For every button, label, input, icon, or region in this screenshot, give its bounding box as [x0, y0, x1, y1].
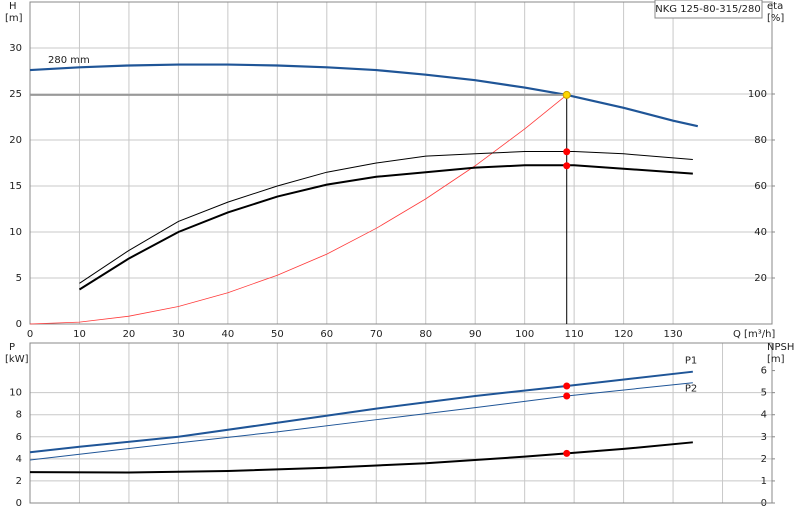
- curve: [79, 151, 693, 284]
- y2-tick-label: 80: [754, 135, 767, 146]
- y2-axis-unit: [m]: [767, 354, 785, 365]
- y-tick-label: 2: [16, 476, 22, 487]
- y-tick-label: 30: [9, 43, 22, 54]
- title-box: [654, 0, 763, 19]
- x-axis-label: Q [m³/h]: [733, 329, 775, 340]
- x-tick-label: 20: [123, 329, 136, 340]
- y-axis-label: H: [9, 1, 17, 12]
- x-tick-label: 30: [172, 329, 185, 340]
- curve: [29, 63, 699, 128]
- curve: [29, 94, 567, 325]
- operating-point: [563, 392, 571, 400]
- operating-point: [563, 162, 571, 170]
- y-axis-unit: [m]: [5, 13, 23, 24]
- y2-tick-label: 40: [754, 227, 767, 238]
- y2-tick-label: 5: [761, 388, 767, 399]
- y-tick-label: 10: [9, 388, 22, 399]
- y-tick-label: 5: [16, 273, 22, 284]
- y2-axis-unit: [%]: [767, 13, 784, 24]
- x-tick-label: 80: [419, 329, 432, 340]
- curve: [29, 441, 693, 474]
- y2-tick-label: 2: [761, 454, 767, 465]
- y-tick-label: 6: [16, 432, 22, 443]
- y-tick-label: 0: [16, 319, 22, 330]
- x-tick-label: 50: [271, 329, 284, 340]
- x-tick-label: 10: [73, 329, 86, 340]
- y-tick-label: 15: [9, 181, 22, 192]
- x-tick-label: 40: [221, 329, 234, 340]
- operating-point: [563, 148, 571, 156]
- series-label: 280 mm: [48, 55, 90, 66]
- x-tick-label: 100: [515, 329, 534, 340]
- operating-point: [562, 90, 571, 99]
- y-tick-label: 8: [16, 410, 22, 421]
- y-tick-label: 0: [16, 498, 22, 509]
- y-axis-unit: [kW]: [5, 354, 29, 365]
- y2-tick-label: 20: [754, 273, 767, 284]
- y-tick-label: 10: [9, 227, 22, 238]
- y-tick-label: 4: [16, 454, 22, 465]
- x-tick-label: 120: [614, 329, 633, 340]
- plot-frame: [29, 342, 773, 504]
- series-label: P2: [685, 384, 697, 395]
- x-tick-label: 110: [565, 329, 584, 340]
- curve: [78, 164, 693, 291]
- y2-tick-label: 3: [761, 432, 767, 443]
- y2-axis-label: eta: [767, 1, 783, 12]
- y-tick-label: 20: [9, 135, 22, 146]
- curve: [29, 370, 693, 454]
- y2-tick-label: 6: [761, 366, 767, 377]
- y-tick-label: 25: [9, 89, 22, 100]
- y-axis-label: P: [9, 342, 15, 353]
- x-tick-label: 60: [320, 329, 333, 340]
- x-tick-label: 130: [664, 329, 683, 340]
- x-tick-label: 70: [370, 329, 383, 340]
- series-label: P1: [685, 356, 697, 367]
- x-tick-label: 0: [27, 329, 33, 340]
- y2-tick-label: 4: [761, 410, 767, 421]
- chart-title: NKG 125-80-315/280: [655, 4, 761, 15]
- y2-tick-label: 60: [754, 181, 767, 192]
- y2-tick-label: 100: [748, 89, 767, 100]
- plot-frame: [29, 1, 773, 325]
- y2-tick-label: 1: [761, 476, 767, 487]
- y2-axis-label: NPSH: [767, 342, 794, 353]
- operating-point: [563, 382, 571, 390]
- operating-point: [563, 449, 571, 457]
- x-tick-label: 90: [469, 329, 482, 340]
